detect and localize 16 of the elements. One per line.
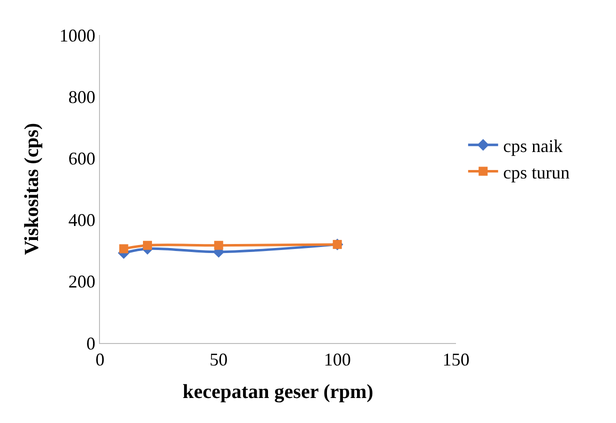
x-tick-label: 50 [210, 350, 228, 370]
point [119, 244, 128, 254]
legend-label: cps naik [503, 136, 563, 156]
point [214, 240, 224, 250]
y-tick-label: 200 [68, 272, 96, 292]
y-tick-label: 600 [68, 148, 96, 168]
point [142, 240, 152, 250]
y-tick-label: 0 [86, 333, 96, 354]
y-tick-label: 1000 [59, 25, 96, 46]
x-tick-label: 100 [324, 350, 351, 370]
y-axis-title: Viskositas (cps) [20, 122, 43, 256]
y-tick-label: 400 [68, 210, 96, 230]
legend-label: cps turun [503, 162, 570, 182]
x-axis-title: kecepatan geser (rpm) [182, 381, 374, 404]
x-tick-label: 150 [442, 350, 470, 370]
y-tick-label: 800 [68, 86, 96, 107]
